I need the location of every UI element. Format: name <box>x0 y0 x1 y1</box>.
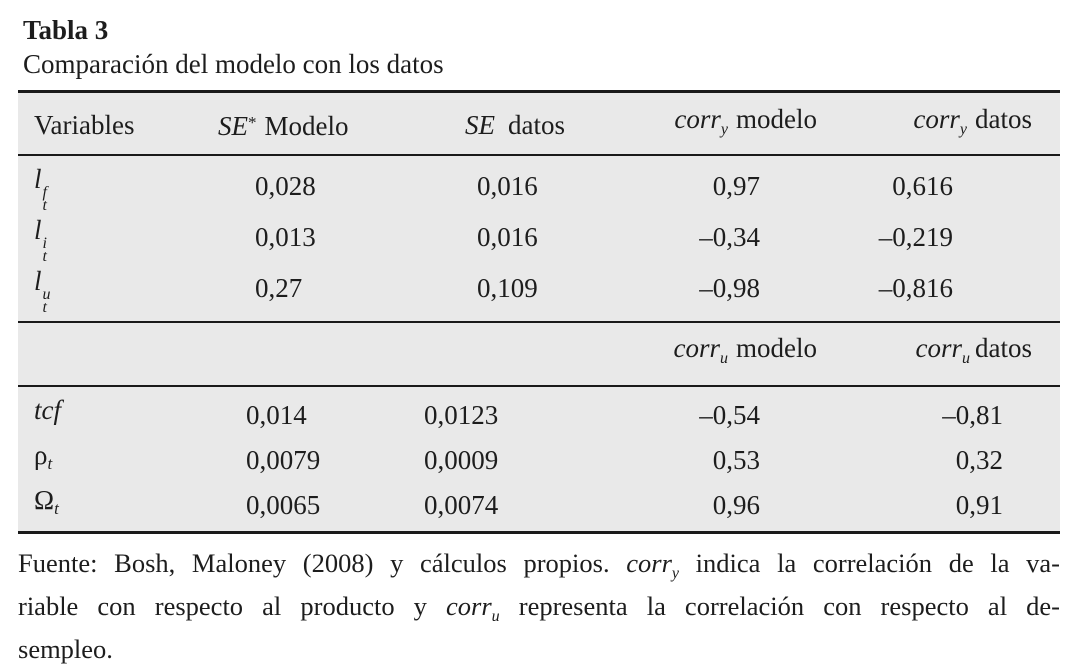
unemployment-rows: tcf 0,014 0,0123 –0,54 –0,81 ρt 0,0079 0… <box>18 386 1060 533</box>
empty-cell <box>213 321 418 387</box>
empty-cell <box>418 321 643 387</box>
corr-symbol: corr <box>626 548 672 578</box>
corr-datos-value: –0,81 <box>942 399 1003 430</box>
se-datos-value: 0,109 <box>477 273 538 303</box>
table-subheader-row: corru modelo corru datos <box>18 321 1060 387</box>
se-datos-value: 0,016 <box>477 171 538 201</box>
corr-datos-value: –0,219 <box>878 222 953 252</box>
corr-modelo-value: 0,97 <box>712 171 760 201</box>
footnote-line: sempleo. <box>18 634 113 664</box>
empty-cell <box>18 321 213 387</box>
asterisk: * <box>248 113 257 132</box>
variable-cell: tcf <box>18 386 213 437</box>
corr-datos-value: 0,91 <box>955 489 1003 520</box>
header-corr-y-datos: corry datos <box>843 91 1060 156</box>
subheader-row: corru modelo corru datos <box>18 321 1060 387</box>
header-row: Variables SE* Modelo SE datos corry modelo … <box>18 91 1060 156</box>
variable-symbol: Ω <box>34 485 55 515</box>
table-row: ρt 0,0079 0,0009 0,53 0,32 <box>18 437 1060 482</box>
corr-modelo-value: 0,96 <box>712 489 760 520</box>
header-se-datos: SE datos <box>418 91 643 156</box>
table-subtitle: Comparación del modelo con los datos <box>23 49 444 79</box>
footnote-line: Fuente: Bosh, Maloney (2008) y cálculos … <box>18 548 1060 582</box>
variable-subscript: t <box>54 499 59 518</box>
table-header-row: Variables SE* Modelo SE datos corry modelo … <box>18 91 1060 156</box>
se-modelo-value: 0,0065 <box>246 489 321 520</box>
table-title: Tabla 3 <box>23 15 109 45</box>
corr-modelo-value: 0,53 <box>712 444 760 475</box>
table-row: tcf 0,014 0,0123 –0,54 –0,81 <box>18 386 1060 437</box>
variable-symbol: ρ <box>34 440 48 470</box>
corr-datos-value: –0,816 <box>878 273 953 303</box>
corr-modelo-value: –0,98 <box>699 273 760 303</box>
variable-subscript: t <box>47 454 53 473</box>
table-footnote: Fuente: Bosh, Maloney (2008) y cálculos … <box>18 547 1060 666</box>
corr-datos-value: 0,32 <box>955 444 1003 475</box>
variable-symbol: l <box>34 164 42 194</box>
variable-symbol: tcf <box>34 395 61 425</box>
table-row: Ωt 0,0065 0,0074 0,96 0,91 <box>18 482 1060 533</box>
se-modelo-value: 0,27 <box>255 273 303 303</box>
header-corr-u-modelo: corru modelo <box>643 321 843 387</box>
header-se-modelo: SE* Modelo <box>213 91 418 156</box>
variable-symbol: l <box>34 266 42 296</box>
comparison-table: Variables SE* Modelo SE datos corry modelo … <box>18 90 1060 534</box>
header-corr-y-modelo: corry modelo <box>643 91 843 156</box>
header-corr-u-datos: corru datos <box>843 321 1060 387</box>
se-datos-value: 0,0009 <box>424 444 499 475</box>
table-caption: Tabla 3 Comparación del modelo con los d… <box>23 15 1083 81</box>
se-datos-value: 0,0123 <box>424 399 499 430</box>
header-variables: Variables <box>18 91 213 156</box>
se-modelo-value: 0,013 <box>255 222 316 252</box>
corr-symbol: corr <box>446 591 492 621</box>
corr-modelo-value: –0,54 <box>699 399 760 430</box>
corr-datos-value: 0,616 <box>892 171 953 201</box>
variable-cell: ρt <box>18 437 213 482</box>
se-modelo-value: 0,028 <box>255 171 316 201</box>
se-modelo-value: 0,0079 <box>246 444 321 475</box>
se-datos-value: 0,0074 <box>424 489 499 520</box>
se-modelo-value: 0,014 <box>246 399 307 430</box>
se-datos-value: 0,016 <box>477 222 538 252</box>
variable-symbol: l <box>34 215 42 245</box>
footnote-line: riable con respecto al producto y corru … <box>18 591 1060 625</box>
variable-cell: Ωt <box>18 482 213 533</box>
corr-modelo-value: –0,34 <box>699 222 760 252</box>
